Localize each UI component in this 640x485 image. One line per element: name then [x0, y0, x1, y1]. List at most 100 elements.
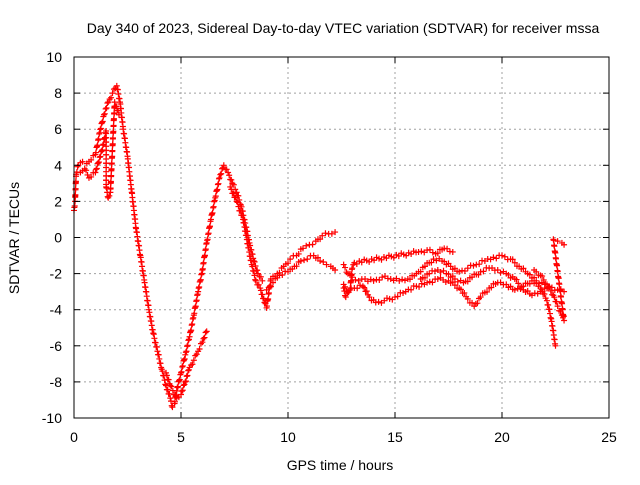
data-point	[259, 277, 266, 284]
data-point-fill	[165, 376, 172, 383]
data-point	[255, 270, 262, 277]
data-point	[340, 261, 347, 268]
data-point	[340, 285, 347, 292]
y-axis-label: SDTVAR / TECUs	[6, 182, 22, 294]
data-point	[225, 169, 232, 176]
data-point	[499, 252, 505, 259]
data-point	[550, 236, 557, 243]
data-point	[167, 382, 174, 389]
data-point-fill	[93, 166, 100, 173]
data-point-fill	[317, 236, 324, 243]
data-point-fill	[394, 293, 401, 300]
data-point-fill	[457, 286, 464, 293]
data-point-fill	[257, 287, 264, 294]
x-tick-label: 5	[177, 429, 185, 445]
data-point	[317, 257, 324, 264]
data-point-fill	[249, 263, 256, 270]
data-point-fill	[193, 297, 200, 304]
data-point	[434, 276, 441, 283]
x-tick-label: 0	[70, 429, 78, 445]
data-point-fill	[193, 351, 200, 358]
data-point	[332, 229, 339, 236]
x-tick-label: 15	[387, 429, 403, 445]
data-point-fill	[551, 294, 558, 301]
data-point-fill	[217, 171, 224, 178]
data-point-fill	[96, 154, 103, 161]
data-point-fill	[176, 377, 183, 384]
data-point	[464, 295, 471, 302]
data-point-fill	[93, 165, 100, 172]
data-point	[456, 268, 463, 275]
data-point-fill	[464, 278, 471, 285]
data-point-fill	[469, 299, 476, 306]
data-point-fill	[539, 273, 546, 280]
data-point-fill	[192, 303, 199, 310]
data-point-fill	[416, 283, 423, 290]
y-tick-label: 10	[46, 49, 62, 65]
data-point-fill	[293, 263, 300, 270]
data-point-fill	[104, 100, 111, 107]
y-tick-label: -10	[42, 410, 62, 426]
data-point	[150, 330, 157, 337]
data-point-fill	[234, 199, 241, 206]
data-point-fill	[257, 273, 264, 280]
data-point-fill	[228, 186, 235, 193]
data-point-fill	[484, 288, 491, 295]
data-point-fill	[376, 277, 383, 284]
data-point	[424, 279, 431, 286]
data-point-fill	[153, 344, 160, 351]
data-point-fill	[209, 209, 216, 216]
data-point-fill	[474, 300, 481, 307]
data-point	[178, 369, 184, 376]
data-point-fill	[176, 376, 183, 383]
data-point-fill	[418, 280, 425, 287]
data-point-fill	[95, 136, 102, 143]
data-point-fill	[230, 190, 237, 197]
data-point-fill	[168, 383, 175, 390]
data-point-fill	[533, 268, 540, 275]
data-point	[252, 277, 259, 284]
data-point-fill	[426, 246, 433, 253]
data-point-fill	[488, 284, 495, 291]
data-point-fill	[185, 367, 192, 374]
data-point	[79, 158, 86, 165]
data-point-fill	[546, 310, 553, 317]
data-point-fill	[347, 284, 354, 291]
data-point	[372, 299, 379, 306]
data-point-fill	[526, 271, 533, 278]
data-point	[379, 274, 386, 281]
data-point	[105, 99, 112, 106]
x-tick-label: 10	[280, 429, 296, 445]
data-point-fill	[547, 287, 554, 294]
data-point	[359, 283, 366, 290]
data-point-fill	[169, 387, 176, 394]
data-point-fill	[230, 181, 237, 188]
data-point	[561, 241, 568, 248]
data-point-fill	[182, 349, 189, 356]
data-point	[543, 297, 550, 304]
data-point-fill	[232, 194, 239, 201]
data-point-fill	[454, 278, 461, 285]
data-point-fill	[545, 302, 552, 309]
data-point-fill	[200, 335, 207, 342]
data-point-fill	[301, 257, 308, 264]
data-point-fill	[115, 107, 122, 114]
data-point-fill	[348, 271, 355, 278]
data-point-fill	[421, 274, 428, 281]
data-point	[190, 357, 197, 364]
data-point-fill	[162, 381, 169, 388]
data-point-fill	[547, 314, 554, 321]
data-point-fill	[97, 153, 104, 160]
data-point	[111, 99, 118, 106]
data-point-fill	[164, 386, 171, 393]
data-point-fill	[352, 276, 359, 283]
data-point-fill	[218, 170, 225, 177]
data-point-fill	[152, 339, 159, 346]
data-point-fill	[102, 105, 109, 112]
data-point	[304, 256, 311, 263]
data-point-fill	[200, 259, 207, 266]
data-point-fill	[442, 278, 449, 285]
data-point	[109, 90, 116, 97]
data-point-fill	[182, 378, 189, 385]
data-point-fill	[174, 384, 181, 391]
